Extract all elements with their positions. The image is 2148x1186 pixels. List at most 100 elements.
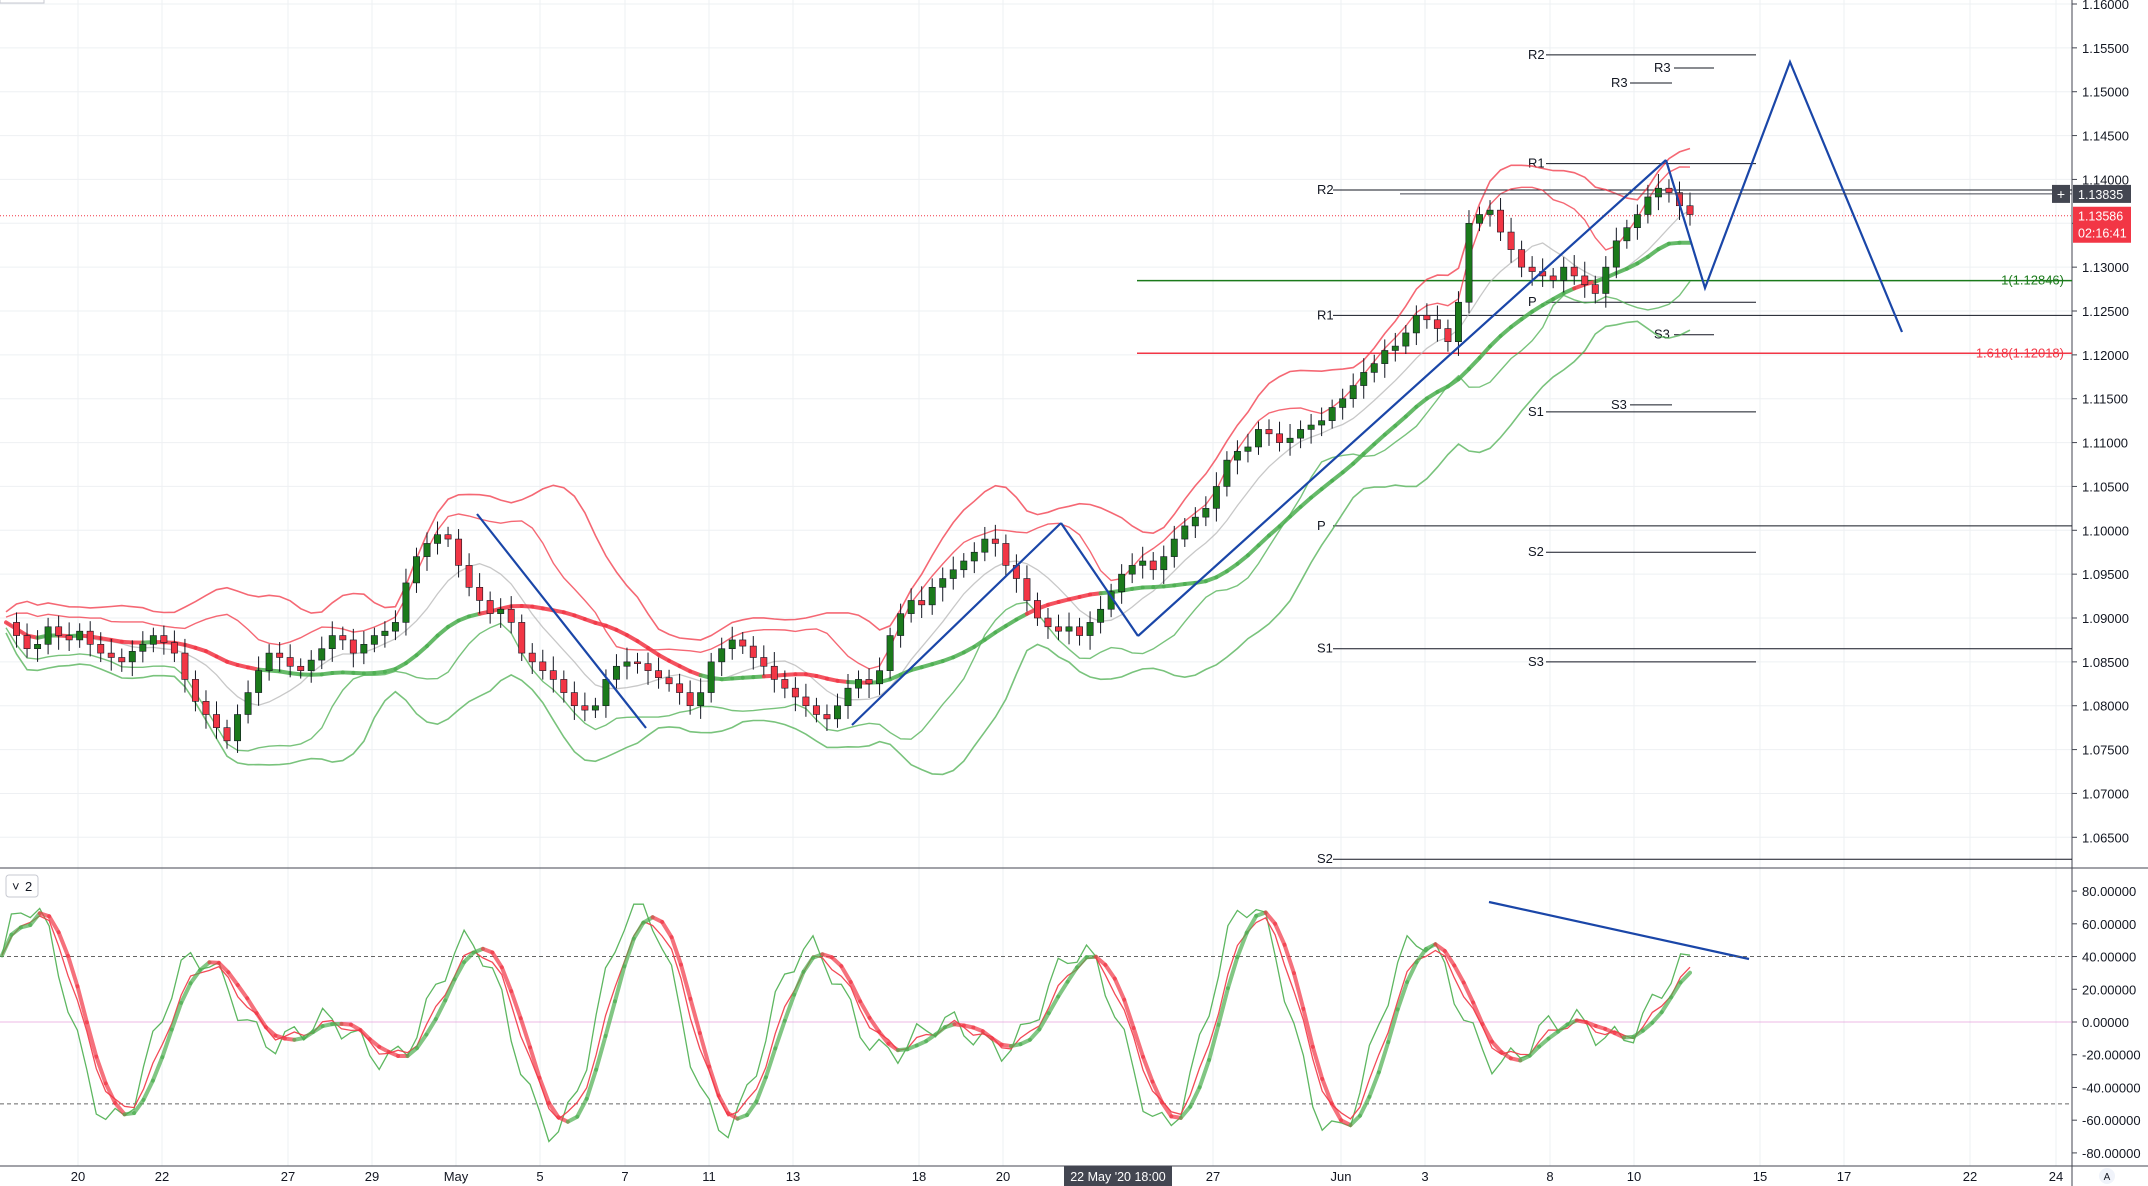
price-axis[interactable]: 1.06500 1.07000 1.07500 1.08000 1.08500 1.090… [2072,0,2129,845]
oscillator-thick-segment [94,1054,108,1086]
candle-body [1370,363,1378,373]
candle-body [1665,187,1673,193]
time-tick-label: 7 [621,1169,628,1184]
candle-body [276,652,284,658]
oscillator-thick-segment [858,999,872,1020]
time-tick-label: 24 [2049,1169,2063,1184]
candle-body [391,622,399,632]
oscillator-thick-segment [1452,963,1466,985]
candle-body [286,657,294,667]
oscillator-thick-segment [697,1031,712,1069]
candle-body [591,705,599,711]
candle-body [160,635,168,643]
candle-body [1476,214,1483,224]
time-tick-label: 22 [155,1169,169,1184]
candle-body [1086,622,1094,636]
oscillator-fast-line [1,903,1691,1143]
candle-body [139,644,147,652]
candle-body [328,635,336,650]
oscillator-panel: ˅ 2 80.00000 60.00000 40.00000 20.00000 0.0000… [0,874,2141,1161]
baseline-segment [1530,303,1545,314]
oscillator-thick-segment [1188,1085,1202,1109]
candle-body [1591,284,1599,294]
candle-body [1497,209,1505,233]
candle-body [381,630,389,636]
baseline-segment [1382,423,1398,437]
candle-body [1076,626,1084,636]
oscillator-thick-segment [1122,997,1136,1030]
candle-body [1170,538,1178,557]
oscillator-thick-segment [1669,980,1683,1000]
indicator-toggle [5,874,39,898]
oscillator-thick-segment [1027,1027,1042,1042]
time-tick-label: 27 [281,1169,295,1184]
oscillator-thick-segment [594,1034,608,1072]
candle-body [213,714,220,728]
candle-body [1570,266,1578,277]
oscillator-thick-segment [754,1075,768,1104]
candle-body [918,600,926,606]
baseline-segment [656,652,672,663]
candle-body [1307,424,1315,430]
candle-body [686,692,694,707]
baseline-segment [1224,561,1240,574]
candle-body [528,652,536,663]
candle-body [970,551,978,562]
price-tick-label: 1.13000 [2082,260,2129,275]
baseline-segment [1540,297,1556,308]
baseline-segment [446,618,461,629]
baseline-segment [972,637,987,649]
oscillator-thick-segment [631,920,646,941]
candle-body [1118,573,1126,592]
oscillator-thick-segment [1480,1022,1494,1044]
oscillator-thick-segment [678,962,693,1001]
candle-body [1328,407,1336,421]
oscillator-thick-segment [264,1025,278,1038]
time-tick-label: 20 [71,1169,85,1184]
candle-body [1223,459,1231,487]
candle-body [634,661,641,664]
baseline-segment [982,630,998,642]
candle-body [823,714,831,720]
pivot-label: R2 [1528,47,1545,62]
oscillator-thick-segment [1395,980,1410,1012]
candle-body [307,659,315,671]
last-price-badge [2073,206,2131,243]
price-tick-label: 1.11500 [2082,392,2128,407]
oscillator-thick-segment [490,950,504,970]
candle-body [886,635,894,671]
oscillator-thick-segment [414,1032,429,1051]
baseline-segment [1445,377,1461,389]
candle-body [434,534,441,544]
oscillator-thick-segment [358,1028,372,1042]
candle-body [170,642,178,654]
candle-body [570,692,578,707]
candle-body [1160,556,1168,571]
candle-body [1465,222,1473,303]
candle-body [770,665,778,680]
candle-body [897,613,905,636]
baseline-segment [646,645,661,657]
price-tick-label: 1.08500 [2082,655,2129,670]
candle-body [1244,446,1252,452]
time-tick-label: May [444,1169,469,1184]
candle-body [1212,486,1220,509]
time-axis[interactable]: 20 22 27 29 May 5 7 11 13 18 20 27 Jun 3 8 10 15 17 22 24 22… [71,1166,2115,1186]
oscillator-tick-label: 20.00000 [2082,982,2136,997]
middle-average [5,209,1691,706]
oscillator-tick-label: -80.00000 [2082,1146,2141,1161]
pivot-label: S3 [1611,397,1627,412]
candle-body [1486,209,1494,215]
auto-scale-label: A [2104,1172,2111,1183]
oscillator-thick-segment [877,1029,891,1046]
oscillator-thick-segment [622,936,636,969]
oscillator-tick-label: 40.00000 [2082,950,2136,965]
oscillator-thick-segment [1489,1039,1504,1055]
candle-body [697,692,705,707]
oscillator-thick-segment [66,953,80,989]
candle-body [1381,350,1389,364]
candle-body [1044,617,1052,628]
time-tick-label: 27 [1206,1169,1220,1184]
price-tick-label: 1.15500 [2082,41,2129,56]
